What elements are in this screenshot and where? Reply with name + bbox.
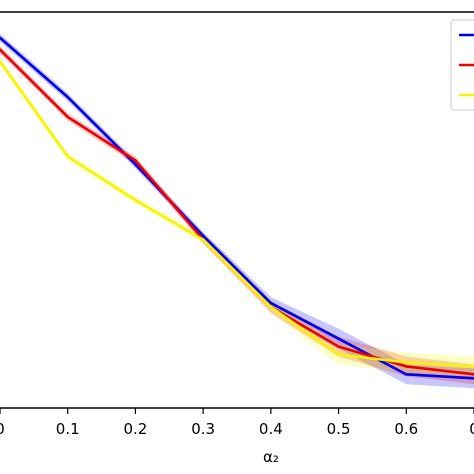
x-tick-label: 0.4	[259, 420, 283, 438]
x-tick-label: 0	[0, 420, 5, 438]
series-1-band	[0, 33, 474, 389]
plot-frame	[0, 11, 474, 409]
series-3-point	[0, 60, 2, 63]
series-3-point	[201, 238, 205, 241]
series-2-band	[0, 45, 474, 385]
series-3-point	[337, 353, 340, 356]
series-2-point	[0, 48, 2, 51]
x-tick-label: 0.5	[327, 420, 351, 438]
series-1-line	[0, 36, 474, 380]
series-1-point	[66, 95, 70, 99]
legend-entries	[459, 33, 474, 97]
series-3-band	[0, 57, 474, 377]
series-3-point	[66, 155, 70, 158]
series-lines	[0, 36, 474, 380]
series-3-point	[134, 198, 137, 202]
series-1-point	[269, 301, 273, 305]
series-2-point	[404, 365, 408, 368]
x-tick-label: 0.1	[56, 420, 80, 438]
confidence-bands	[0, 33, 474, 389]
series-2-point	[134, 159, 137, 162]
legend	[450, 19, 474, 111]
series-2-point	[337, 345, 340, 348]
series-2-point	[66, 115, 70, 119]
x-tick-label: 0.6	[394, 420, 418, 438]
series-3-point	[404, 361, 408, 364]
series-1-point	[0, 36, 2, 40]
series-1-point	[337, 337, 340, 341]
series-1-point	[404, 373, 408, 376]
series-1-point	[134, 163, 137, 166]
x-tick-label: 0	[469, 420, 474, 438]
series-3-line	[0, 60, 474, 368]
series-1-point	[201, 234, 205, 238]
x-tick-label: 0.2	[123, 420, 147, 438]
x-axis: 0 0.1 0.2 0.3 0.4 0.5 0.6 0	[0, 408, 474, 438]
x-axis-label: α₂	[263, 448, 279, 466]
x-tick-label: 0.3	[191, 420, 215, 438]
series-3-point	[269, 305, 273, 309]
